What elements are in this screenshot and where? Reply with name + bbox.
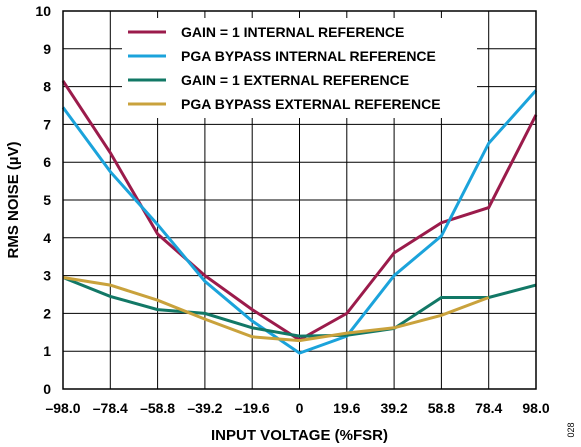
- y-tick-label: 10: [35, 3, 51, 19]
- series-line: [62, 276, 537, 338]
- figure-id: 028: [566, 422, 576, 437]
- legend-label: GAIN = 1 EXTERNAL REFERENCE: [181, 72, 409, 88]
- y-tick-label: 8: [43, 79, 51, 95]
- legend-label: PGA BYPASS EXTERNAL REFERENCE: [181, 96, 441, 112]
- series-line: [62, 276, 490, 343]
- x-tick-label: –98.0: [45, 400, 80, 416]
- y-tick-label: 5: [43, 192, 51, 208]
- x-tick-label: –78.4: [93, 400, 128, 416]
- y-tick-label: 3: [43, 268, 51, 284]
- legend-label: PGA BYPASS INTERNAL REFERENCE: [181, 48, 436, 64]
- y-tick-label: 7: [43, 116, 51, 132]
- y-tick-label: 6: [43, 154, 51, 170]
- y-tick-label: 1: [43, 343, 51, 359]
- x-axis-title: INPUT VOLTAGE (%FSR): [211, 427, 388, 444]
- x-tick-label: –19.6: [235, 400, 270, 416]
- x-tick-label: –58.8: [140, 400, 175, 416]
- x-tick-label: 39.2: [380, 400, 407, 416]
- x-tick-label: –39.2: [187, 400, 222, 416]
- legend-label: GAIN = 1 INTERNAL REFERENCE: [181, 24, 404, 40]
- x-tick-label: 58.8: [428, 400, 455, 416]
- y-tick-label: 2: [43, 305, 51, 321]
- series-line: [61, 89, 538, 355]
- y-axis-title: RMS NOISE (µV): [5, 142, 22, 259]
- legend: GAIN = 1 INTERNAL REFERENCE PGA BYPASS IN…: [122, 18, 477, 118]
- x-tick-label: 19.6: [333, 400, 360, 416]
- series-layer: [61, 80, 538, 355]
- x-tick-label: 0: [296, 400, 304, 416]
- y-tick-label: 0: [43, 381, 51, 397]
- x-tick-label: 78.4: [475, 400, 502, 416]
- legend-background: [122, 18, 477, 118]
- plot-frame: [62, 10, 537, 390]
- y-tick-label: 4: [43, 230, 51, 246]
- y-tick-label: 9: [43, 41, 51, 57]
- x-tick-label: 98.0: [522, 400, 549, 416]
- tick-layer: 0 1 2 3 4 5 6 7 8 9 10 –98.0 –78.4 –58.8 –39.2 –19.6 0 19…: [35, 3, 549, 416]
